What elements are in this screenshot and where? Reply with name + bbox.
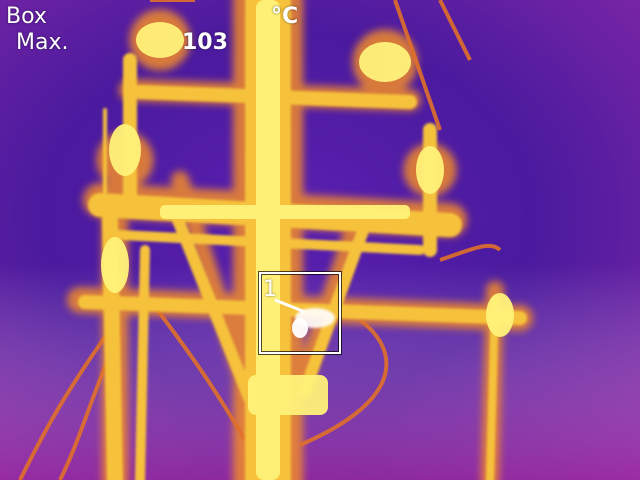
right-brace [299,219,371,396]
right-transformer-head [359,42,411,82]
temperature-unit: °C [271,4,299,29]
left-outer-post [135,245,150,480]
measure-type-label: Max. [16,30,69,55]
left-brace [172,214,256,406]
left-transformer-head [136,22,184,58]
hot-core [101,0,514,480]
hotspot [274,298,335,338]
max-temperature-value: 103 [182,30,228,55]
measurement-box-label: 1 [263,277,277,302]
measure-mode-label: Box [6,4,47,29]
measurement-box[interactable] [259,272,341,354]
